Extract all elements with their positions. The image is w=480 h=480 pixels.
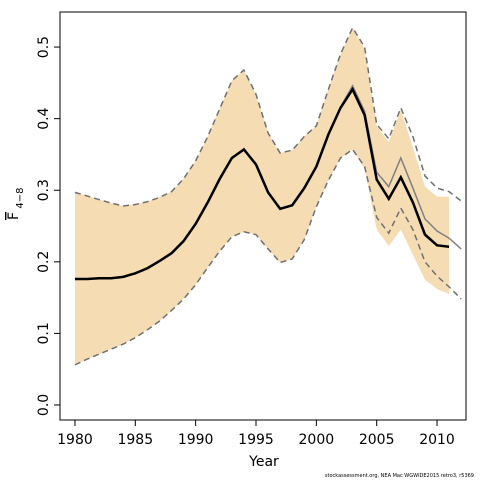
y-tick-label: 0.4 [36,107,52,129]
x-tick-label: 1990 [178,432,214,448]
line [74,148,462,366]
y-tick-label: 0.2 [36,251,52,273]
y-tick-label: 0.0 [36,394,52,416]
confidence-band [74,27,450,365]
footnote: stockassessment.org, NEA Mac WGWIDE2015 … [325,473,474,479]
y-tick-label: 0.3 [36,179,52,201]
line [74,26,462,207]
x-tick-label: 1985 [117,432,153,448]
y-axis-label: F 4−8 [6,187,26,220]
x-tick-label: 2000 [299,432,335,448]
y-tick-label: 0.5 [36,36,52,58]
y-tick-label: 0.1 [36,322,52,344]
x-tick-label: 1995 [238,432,274,448]
x-tick-label: 2010 [419,432,455,448]
x-tick-label: 1980 [57,432,93,448]
x-tick-label: 2005 [359,432,395,448]
y-axis-label-sub: 4−8 [15,187,26,208]
y-axis-label-main: F [6,212,22,220]
x-axis-label: Year [248,454,279,470]
line [74,86,450,281]
plot-frame [59,11,467,421]
